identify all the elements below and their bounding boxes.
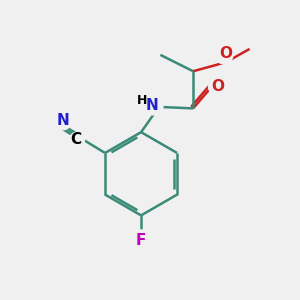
Text: O: O [219, 46, 232, 62]
Circle shape [216, 47, 232, 64]
Circle shape [70, 132, 85, 147]
Text: N: N [56, 113, 69, 128]
Text: O: O [211, 80, 224, 94]
Text: F: F [136, 232, 146, 247]
Circle shape [208, 79, 225, 95]
Circle shape [55, 113, 71, 130]
Text: H: H [136, 94, 147, 107]
Text: C: C [71, 132, 82, 147]
Text: N: N [146, 98, 159, 113]
Circle shape [144, 96, 163, 115]
Circle shape [133, 230, 149, 247]
